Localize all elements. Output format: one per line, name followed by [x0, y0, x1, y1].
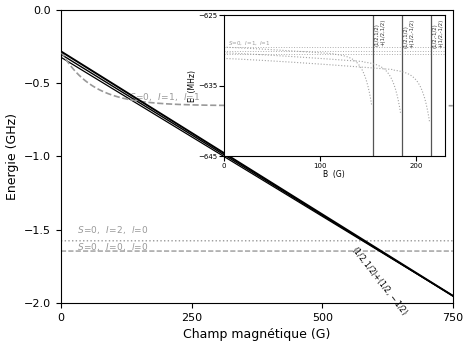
Text: $S\!=\!0,\ \,I\!=\!0,\ \,l\!=\!0$: $S\!=\!0,\ \,I\!=\!0,\ \,l\!=\!0$ [76, 241, 149, 253]
Text: $S\!=\!0,\ \,I\!=\!2,\ \,l\!=\!0$: $S\!=\!0,\ \,I\!=\!2,\ \,l\!=\!0$ [76, 224, 149, 236]
Y-axis label: Energie (GHz): Energie (GHz) [6, 113, 19, 200]
Text: $(1/2,1/2)$+$(1/2,-1/2)$: $(1/2,1/2)$+$(1/2,-1/2)$ [349, 244, 410, 318]
Text: $S\!=\!0,\ \,I\!=\!1,\ \,l\!=\!1$: $S\!=\!0,\ \,I\!=\!1,\ \,l\!=\!1$ [129, 91, 201, 103]
X-axis label: Champ magnétique (G): Champ magnétique (G) [183, 329, 331, 341]
